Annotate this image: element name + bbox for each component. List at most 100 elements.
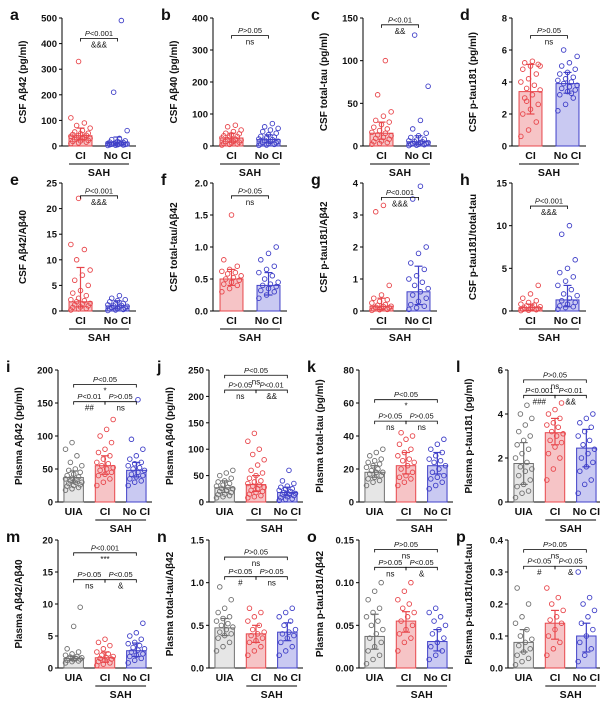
panel-letter: g: [311, 172, 321, 189]
data-point: [128, 471, 135, 478]
data-point: [130, 466, 136, 472]
data-point: [125, 482, 131, 489]
data-point: [524, 626, 530, 633]
data-point: [375, 618, 381, 624]
data-point: [213, 648, 220, 654]
sig-bracket: [530, 35, 568, 39]
data-point: [228, 631, 234, 637]
x-tick-label: No CI: [573, 506, 600, 518]
panel-letter: e: [10, 172, 19, 189]
data-point: [367, 471, 373, 477]
data-point: [236, 277, 242, 284]
data-point: [94, 649, 100, 655]
data-point: [533, 119, 540, 125]
data-point: [568, 286, 575, 293]
y-tick-label: 20: [42, 536, 53, 547]
data-point: [70, 482, 77, 489]
sig-pvalue: P>0.05: [228, 381, 252, 390]
data-point: [73, 257, 80, 263]
data-point: [583, 415, 590, 422]
data-point: [72, 466, 79, 472]
data-point: [519, 450, 525, 457]
data-point: [388, 133, 394, 139]
data-point: [258, 287, 264, 294]
data-point: [566, 60, 573, 66]
panel-a: a CSF Aβ42 (pg/ml) 0 100 200 300 400 500 CI No CI…: [10, 7, 136, 179]
data-point: [578, 620, 585, 626]
data-point: [396, 474, 403, 481]
data-point: [265, 132, 272, 138]
panel-letter: d: [460, 7, 470, 24]
data-point: [373, 631, 380, 637]
data-point: [282, 609, 289, 616]
sig-mark: &&&: [541, 208, 558, 217]
panel-l: l Plasma p-tau181 (pg/ml) 0 2 4 6 UIA CI No CI SA…: [456, 359, 600, 535]
data-point: [577, 468, 583, 474]
data-point: [524, 402, 530, 408]
data-point: [568, 79, 575, 85]
data-point: [396, 631, 403, 637]
data-point: [222, 130, 229, 136]
data-point: [228, 596, 234, 603]
data-point: [586, 437, 593, 444]
data-point: [222, 276, 229, 282]
data-point: [249, 626, 256, 633]
data-point: [135, 469, 141, 476]
group-label: SAH: [239, 332, 261, 344]
data-point: [94, 482, 100, 489]
data-point: [550, 466, 557, 472]
data-point: [289, 643, 295, 650]
data-point: [133, 630, 140, 636]
data-point: [524, 459, 530, 466]
data-point: [413, 305, 420, 311]
data-point: [415, 250, 422, 257]
data-point: [251, 479, 258, 485]
y-tick-label: 4: [353, 179, 359, 190]
group-label: SAH: [411, 523, 433, 535]
x-tick-label: CI: [75, 150, 86, 162]
data-point: [108, 439, 115, 446]
data-point: [64, 646, 70, 652]
data-point: [380, 469, 386, 476]
data-point: [133, 652, 140, 658]
data-point: [291, 480, 297, 487]
data-point: [428, 643, 434, 650]
panel-letter: j: [156, 359, 161, 376]
data-point: [376, 461, 383, 467]
data-point: [87, 300, 93, 307]
sig-mark: ns: [545, 38, 553, 47]
y-tick-label: 1.0: [195, 243, 208, 254]
data-point: [368, 467, 375, 474]
data-point: [588, 424, 594, 430]
sig-mark: ***: [100, 555, 109, 564]
data-point: [230, 467, 236, 474]
data-point: [81, 120, 88, 126]
y-tick-label: 0.4: [490, 536, 504, 547]
sig-bracket: [80, 38, 118, 42]
data-point: [138, 478, 144, 484]
data-point: [522, 639, 529, 646]
data-point: [520, 481, 527, 488]
sig-bracket: [104, 579, 137, 583]
y-axis-label: CSF Aβ42 (pg/ml): [18, 41, 29, 124]
data-point: [408, 579, 414, 586]
data-point: [441, 472, 447, 479]
data-point: [62, 446, 69, 452]
data-point: [67, 459, 74, 466]
data-point: [116, 135, 123, 142]
data-point: [423, 244, 429, 250]
y-tick-label: 1.5: [195, 211, 209, 222]
data-point: [68, 296, 74, 303]
y-tick-label: 500: [41, 14, 57, 25]
group-label: SAH: [88, 167, 110, 179]
data-point: [269, 120, 276, 127]
sig-pvalue: P>0.05: [378, 412, 402, 421]
sig-mark: ns: [246, 198, 254, 207]
data-point: [380, 113, 387, 119]
data-point: [131, 460, 138, 467]
sig-pvalue: P<0.001: [535, 197, 563, 206]
x-tick-label: CI: [525, 150, 536, 162]
data-point: [555, 77, 561, 84]
sig-bracket: [80, 195, 118, 199]
data-point: [386, 119, 392, 125]
